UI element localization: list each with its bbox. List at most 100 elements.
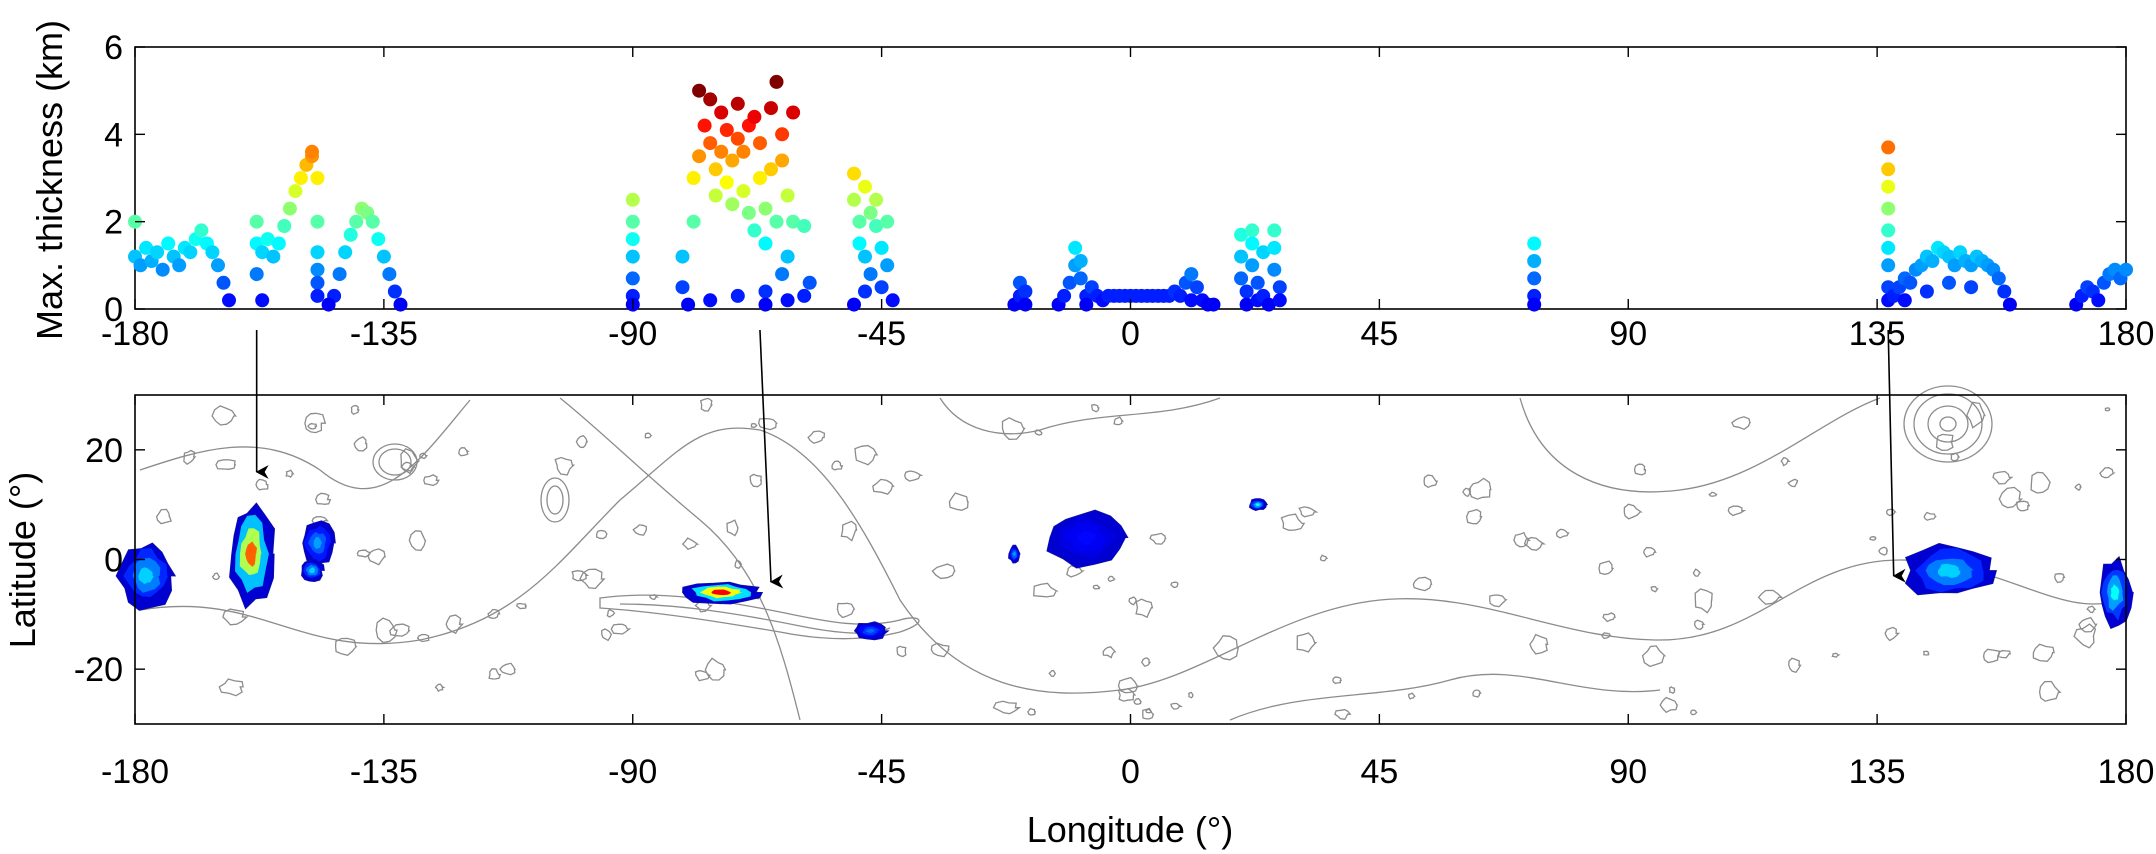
canyon-contour (599, 594, 920, 640)
thickness-point (1527, 271, 1542, 286)
crater-contour (1149, 532, 1167, 545)
thickness-point (266, 249, 281, 264)
top-y-tick-label: 0 (104, 291, 123, 329)
crater-contour (2078, 616, 2098, 633)
crater-contour (1001, 417, 1026, 440)
crater-contour (699, 397, 713, 412)
crater-contour (1641, 645, 1667, 668)
crater-contour (931, 563, 956, 580)
thickness-point (1881, 258, 1896, 273)
crater-contour (681, 537, 700, 551)
volcano-contour (546, 485, 564, 515)
crater-contour (1788, 657, 1802, 674)
crater-contour (734, 559, 743, 570)
thickness-point (747, 109, 762, 124)
topography-contours (139, 385, 2121, 721)
contour-line (1229, 673, 1661, 721)
crater-contour (854, 444, 879, 466)
deposit-region (313, 536, 322, 549)
deposit-region (2110, 584, 2120, 601)
crater-contour (356, 549, 371, 558)
crater-contour (1462, 487, 1472, 497)
deposit-region (711, 589, 731, 596)
crater-contour (1633, 463, 1647, 476)
crater-contour (1692, 568, 1702, 577)
crater-contour (1472, 689, 1482, 698)
thickness-point (310, 245, 325, 260)
thickness-point (753, 136, 767, 151)
thickness-point (1881, 162, 1896, 177)
deposit-thickness-map (115, 498, 2134, 641)
thickness-point (780, 249, 795, 264)
thickness-point (282, 201, 297, 216)
thickness-point (1245, 258, 1260, 273)
crater-contour (948, 492, 969, 511)
thickness-point (858, 284, 872, 299)
thickness-point (288, 184, 303, 199)
thickness-point (703, 293, 718, 308)
thickness-point (675, 249, 690, 264)
thickness-point (249, 214, 264, 229)
thickness-point (277, 219, 292, 233)
crater-contour (1757, 589, 1784, 605)
crater-contour (353, 436, 368, 452)
contour-line (1519, 397, 1881, 493)
crater-contour (1423, 474, 1439, 489)
thickness-point (1942, 275, 1956, 290)
thickness-point (2119, 262, 2133, 277)
top-x-tick-label: 0 (1121, 315, 1140, 353)
crater-contour (1412, 576, 1433, 592)
crater-contour (499, 662, 517, 676)
crater-contour (1623, 503, 1643, 520)
thickness-point (1964, 280, 1979, 295)
crater-contour (1319, 554, 1329, 562)
thickness-point (371, 232, 386, 247)
crater-contour (307, 422, 318, 430)
thickness-point (255, 245, 270, 260)
thickness-point (708, 162, 723, 177)
thickness-point (343, 227, 358, 242)
thickness-point (1267, 223, 1282, 238)
crater-contour (1033, 582, 1059, 598)
crater-contour (1966, 401, 1986, 429)
crater-contour (2104, 407, 2111, 412)
top-y-axis-label: Max. thickness (km) (29, 20, 70, 340)
crater-contour (1982, 648, 2001, 664)
bottom-x-tick-label: -45 (857, 753, 906, 791)
crater-contour (1950, 452, 1961, 462)
bottom-x-tick-label: -135 (350, 753, 418, 791)
crater-contour (1668, 686, 1676, 694)
thickness-point (1256, 245, 1271, 260)
crater-contour (1694, 588, 1713, 614)
crater-contour (314, 492, 332, 505)
crater-contour (904, 470, 924, 482)
top-x-tick-label: -135 (350, 315, 418, 353)
thickness-point (1881, 223, 1896, 238)
thickness-point (786, 105, 801, 120)
crater-contour (1601, 632, 1612, 640)
crater-contour (1935, 433, 1954, 451)
thickness-point (1997, 284, 2012, 299)
crater-contour (872, 478, 895, 495)
thickness-point (885, 293, 900, 308)
bottom-y-tick-label: -20 (74, 651, 123, 689)
thickness-point (780, 188, 795, 203)
deposit-region (138, 567, 154, 585)
thickness-point (183, 245, 198, 260)
crater-contour (1555, 528, 1570, 539)
crater-contour (1997, 649, 2011, 659)
thickness-point (852, 236, 867, 251)
crater-contour (1090, 403, 1100, 413)
bottom-x-tick-label: 180 (2098, 753, 2155, 791)
thickness-point (625, 232, 640, 247)
thickness-point (675, 280, 690, 295)
thickness-point (858, 249, 872, 264)
crater-contour (726, 519, 739, 537)
crater-contour (304, 412, 327, 434)
thickness-point (1234, 249, 1249, 264)
crater-contour (1602, 612, 1616, 623)
volcano-contour (1903, 385, 1993, 463)
crater-contour (1659, 696, 1679, 714)
thickness-point (1272, 293, 1287, 308)
crater-contour (1117, 688, 1137, 702)
